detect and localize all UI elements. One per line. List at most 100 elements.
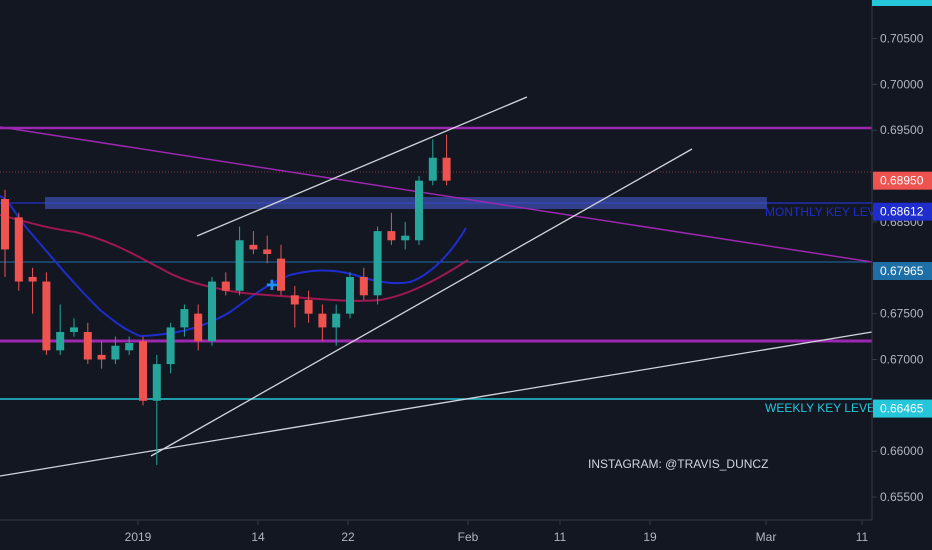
candle-body xyxy=(139,341,147,401)
y-tick-label: 0.67000 xyxy=(880,353,924,367)
candle-body xyxy=(221,281,230,291)
candle xyxy=(180,304,189,337)
x-tick-label: 2019 xyxy=(125,530,152,544)
candle xyxy=(125,336,134,355)
candle-body xyxy=(111,345,120,360)
candle xyxy=(359,267,368,300)
candle xyxy=(1,189,9,277)
watermark-text: INSTAGRAM: @TRAVIS_DUNCZ xyxy=(588,457,768,471)
candle-body xyxy=(1,199,9,250)
candle xyxy=(83,322,92,365)
y-tick-label: 0.70000 xyxy=(880,77,924,91)
channel-upper-line xyxy=(196,96,528,237)
x-tick-label: 19 xyxy=(643,530,657,544)
candle-body xyxy=(277,258,285,291)
candle-body xyxy=(428,157,437,181)
candle xyxy=(208,276,216,346)
candle-body xyxy=(166,327,175,365)
price-tags: 0.68950 0.68612 0.67965 0.66465 xyxy=(873,171,932,418)
price-tag-label: 0.68612 xyxy=(880,205,924,219)
y-tick-label: 0.70500 xyxy=(880,32,924,46)
candle-body xyxy=(70,327,78,332)
x-tick-label: 14 xyxy=(251,530,265,544)
candle-body xyxy=(373,231,382,296)
top-price-tag-fragment xyxy=(872,0,932,6)
candle-body xyxy=(346,276,354,314)
price-tag-box xyxy=(873,262,932,281)
y-tick-label: 0.66000 xyxy=(880,444,924,458)
candle-body xyxy=(14,217,23,282)
candle xyxy=(194,304,203,351)
candle xyxy=(152,354,161,465)
x-tick-label: 11 xyxy=(554,530,567,544)
candle xyxy=(332,304,341,346)
candle xyxy=(401,221,410,250)
x-tick-label: 11 xyxy=(856,530,869,544)
candle-body xyxy=(290,295,299,305)
x-tick-label: 22 xyxy=(341,530,355,544)
candle xyxy=(277,244,285,296)
candle-body xyxy=(208,281,216,342)
candle xyxy=(263,235,272,264)
candle xyxy=(28,267,37,314)
candle-body xyxy=(442,157,451,181)
price-tag-label: 0.67965 xyxy=(880,264,924,278)
y-tick-label: 0.67500 xyxy=(880,307,924,321)
price-tag-box xyxy=(873,202,932,221)
channel-lower-line xyxy=(150,148,693,457)
long-term-trendline xyxy=(0,331,873,477)
candle xyxy=(139,336,147,406)
candle xyxy=(97,341,106,369)
x-axis-ticks: 2019 14 22 Feb 11 19 Mar 11 xyxy=(125,520,869,544)
candle xyxy=(111,336,120,365)
price-tag-box xyxy=(873,171,932,190)
candle-body xyxy=(359,276,368,296)
candle-body xyxy=(263,249,272,255)
candle-body xyxy=(401,235,410,241)
candle xyxy=(346,272,354,319)
candle xyxy=(304,290,313,323)
descending-trendline xyxy=(0,126,873,263)
x-tick-label: Feb xyxy=(458,530,479,544)
candle-body xyxy=(415,180,423,241)
candle xyxy=(387,212,396,245)
weekly-key-level-label: WEEKLY KEY LEVEL xyxy=(765,401,882,415)
candle-body xyxy=(318,313,327,328)
candle-body xyxy=(387,231,396,241)
moving-average-fast xyxy=(0,195,467,338)
monthly-key-zone xyxy=(45,197,767,209)
candle xyxy=(221,272,230,296)
candle xyxy=(14,212,23,291)
candle xyxy=(442,134,451,186)
candle xyxy=(290,286,299,328)
candle-body xyxy=(28,276,37,282)
candle-body xyxy=(97,354,106,360)
plot-area xyxy=(0,0,872,520)
candle xyxy=(70,318,78,337)
price-tag-box xyxy=(873,399,932,418)
candle-body xyxy=(235,240,244,291)
candle xyxy=(318,304,327,342)
candle-body xyxy=(152,364,161,401)
candle-body xyxy=(249,244,258,250)
candle-group xyxy=(1,134,451,465)
candle xyxy=(373,226,382,305)
candle-body xyxy=(194,313,203,342)
candle xyxy=(42,272,51,355)
candle-body xyxy=(125,342,134,351)
candle xyxy=(249,231,258,255)
candle xyxy=(166,322,175,374)
monthly-key-level-label: MONTHLY KEY LEVEL xyxy=(765,205,891,219)
candle xyxy=(56,304,65,355)
x-tick-label: Mar xyxy=(756,530,777,544)
price-tag-label: 0.68950 xyxy=(880,174,924,188)
candle-body xyxy=(56,331,65,351)
y-tick-label: 0.69500 xyxy=(880,123,924,137)
crosshair-icon: ✚ xyxy=(266,277,278,293)
candle xyxy=(235,226,244,296)
candle-body xyxy=(180,309,189,328)
candle-body xyxy=(332,313,341,328)
y-tick-label: 0.65500 xyxy=(880,490,924,504)
